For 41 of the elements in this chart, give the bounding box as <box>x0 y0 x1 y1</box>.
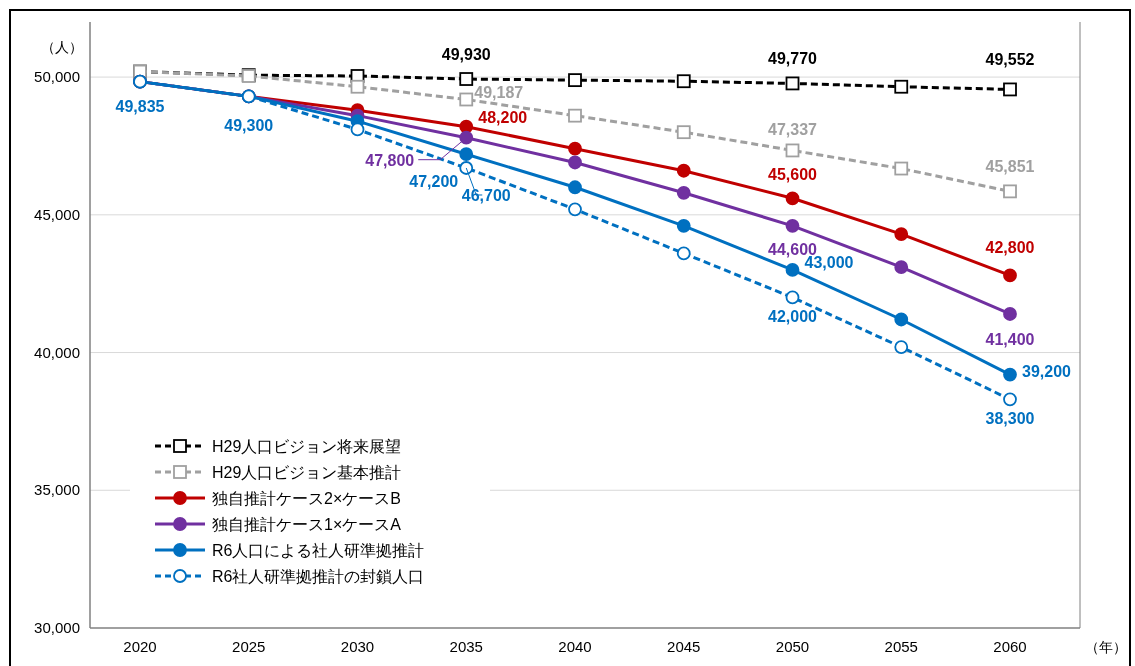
x-axis-title: （年） <box>1085 639 1127 655</box>
data-label: 47,200 <box>409 173 459 191</box>
x-tick-label: 2030 <box>340 638 375 655</box>
legend-label: H29人口ビジョン基本推計 <box>212 464 402 481</box>
y-tick-label: 35,000 <box>34 481 80 499</box>
data-label: 39,200 <box>1022 362 1072 380</box>
data-label: 48,200 <box>478 108 528 126</box>
legend-label: H29人口ビジョン将来展望 <box>212 438 402 455</box>
data-label: 45,600 <box>768 166 818 184</box>
x-tick-label: 2025 <box>232 638 266 655</box>
data-label: 46,700 <box>461 186 511 204</box>
data-label: 41,400 <box>985 330 1035 348</box>
x-tick-label: 2050 <box>775 638 810 655</box>
data-label: 49,300 <box>224 117 274 135</box>
legend-label: 独自推計ケース2×ケースB <box>212 490 401 507</box>
data-label: 38,300 <box>985 410 1035 428</box>
x-tick-label: 2035 <box>449 638 483 655</box>
data-label: 49,770 <box>768 50 818 68</box>
x-tick-label: 2045 <box>667 638 701 655</box>
data-label: 47,800 <box>365 151 415 169</box>
data-label: 49,835 <box>115 97 165 115</box>
data-label: 49,187 <box>474 84 524 102</box>
y-tick-label: 50,000 <box>34 68 80 86</box>
data-label: 49,930 <box>441 46 491 64</box>
data-label: 44,600 <box>768 240 818 258</box>
y-tick-label: 40,000 <box>34 343 80 361</box>
data-label: 45,851 <box>985 158 1035 176</box>
x-tick-label: 2020 <box>123 638 157 655</box>
data-label: 42,000 <box>768 308 818 326</box>
data-label: 47,337 <box>768 121 818 139</box>
y-axis-title: （人） <box>41 39 83 55</box>
legend-label: R6人口による社人研準拠推計 <box>212 542 425 559</box>
data-label: 49,552 <box>985 51 1035 69</box>
x-tick-label: 2060 <box>993 638 1027 655</box>
y-tick-label: 30,000 <box>34 619 80 636</box>
x-tick-label: 2040 <box>558 638 592 655</box>
y-tick-label: 45,000 <box>34 205 80 223</box>
legend-label: 独自推計ケース1×ケースA <box>212 516 402 533</box>
legend-label: R6社人研準拠推計の封鎖人口 <box>212 568 425 585</box>
data-label: 42,800 <box>985 239 1035 257</box>
x-tick-label: 2055 <box>884 638 918 655</box>
